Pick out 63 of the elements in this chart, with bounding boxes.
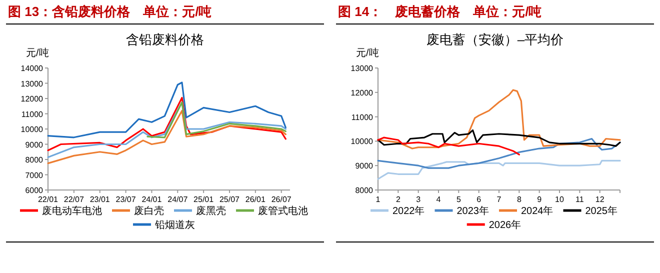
legend-label: 2024年 bbox=[521, 205, 554, 217]
x-tick-label: 25/07 bbox=[219, 195, 240, 204]
line-series bbox=[47, 82, 286, 138]
y-tick-label: 11000 bbox=[21, 110, 44, 119]
legend-label: 废管式电池 bbox=[258, 205, 308, 217]
line-series bbox=[377, 136, 520, 156]
y-tick-label: 10000 bbox=[20, 125, 44, 134]
y-axis-title: 元/吨 bbox=[26, 47, 49, 59]
x-tick-label: 24/01 bbox=[142, 195, 162, 204]
y-tick-label: 9000 bbox=[355, 162, 374, 171]
legend-label: 铅烟道灰 bbox=[154, 219, 195, 231]
x-tick-label: 8 bbox=[516, 195, 522, 204]
y-tick-label: 9000 bbox=[25, 140, 44, 150]
line-series bbox=[47, 102, 286, 158]
x-tick-label: 24/07 bbox=[168, 195, 188, 204]
y-tick-label: 13000 bbox=[20, 79, 44, 88]
legend-label: 2026年 bbox=[488, 219, 522, 231]
x-tick-label: 2 bbox=[396, 195, 401, 204]
y-tick-label: 11000 bbox=[351, 112, 374, 122]
x-tick-label: 26/01 bbox=[245, 195, 266, 204]
y-tick-label: 12000 bbox=[20, 94, 44, 104]
line-series bbox=[377, 138, 621, 169]
line-series bbox=[146, 102, 286, 138]
legend-label: 废白壳 bbox=[134, 205, 164, 217]
x-tick-label: 7 bbox=[496, 195, 502, 204]
y-tick-label: 14000 bbox=[20, 64, 44, 73]
x-tick-label: 23/07 bbox=[116, 195, 136, 204]
line-series bbox=[377, 160, 621, 180]
y-tick-label: 8000 bbox=[25, 156, 44, 164]
legend-label: 废电动车电池 bbox=[42, 205, 102, 217]
x-tick-label: 10 bbox=[555, 195, 564, 204]
x-tick-label: 12 bbox=[595, 195, 605, 204]
x-tick-label: 3 bbox=[416, 195, 422, 204]
y-tick-label: 12000 bbox=[350, 88, 374, 98]
line-series bbox=[47, 96, 286, 152]
legend-label: 2025年 bbox=[585, 205, 618, 217]
chart-title: 图 14： 废电蓄价格 单位：元/吨 bbox=[338, 4, 542, 19]
line-series bbox=[377, 129, 621, 147]
line-series bbox=[47, 110, 286, 164]
legend-label: 2023年 bbox=[456, 205, 489, 217]
x-tick-label: 6 bbox=[476, 195, 482, 204]
y-tick-label: 13000 bbox=[350, 64, 374, 73]
x-tick-label: 22/01 bbox=[38, 195, 59, 204]
x-tick-label: 1 bbox=[376, 195, 381, 204]
y-tick-label: 8000 bbox=[355, 186, 374, 195]
x-tick-label: 25/01 bbox=[194, 195, 214, 204]
x-tick-label: 9 bbox=[537, 195, 542, 204]
chart-title: 图 13：含铅废料价格 单位：元/吨 bbox=[8, 4, 212, 19]
x-tick-label: 4 bbox=[436, 195, 442, 204]
line-series bbox=[377, 89, 621, 150]
y-tick-label: 6000 bbox=[25, 186, 44, 195]
chart-subtitle: 含铅废料价格 bbox=[126, 32, 204, 47]
x-tick-label: 22/07 bbox=[64, 195, 84, 204]
x-tick-label: 5 bbox=[456, 195, 462, 204]
chart-subtitle: 废电蓄（安徽）–平均价 bbox=[426, 32, 564, 47]
legend-label: 2022年 bbox=[392, 205, 425, 217]
y-axis-title: 元/吨 bbox=[356, 47, 379, 59]
x-tick-label: 26/07 bbox=[271, 195, 292, 204]
y-tick-label: 7000 bbox=[25, 170, 44, 180]
legend-label: 废黑壳 bbox=[196, 205, 226, 217]
x-tick-label: 11 bbox=[576, 195, 584, 204]
x-tick-label: 23/01 bbox=[90, 195, 110, 204]
y-tick-label: 10000 bbox=[350, 137, 374, 146]
